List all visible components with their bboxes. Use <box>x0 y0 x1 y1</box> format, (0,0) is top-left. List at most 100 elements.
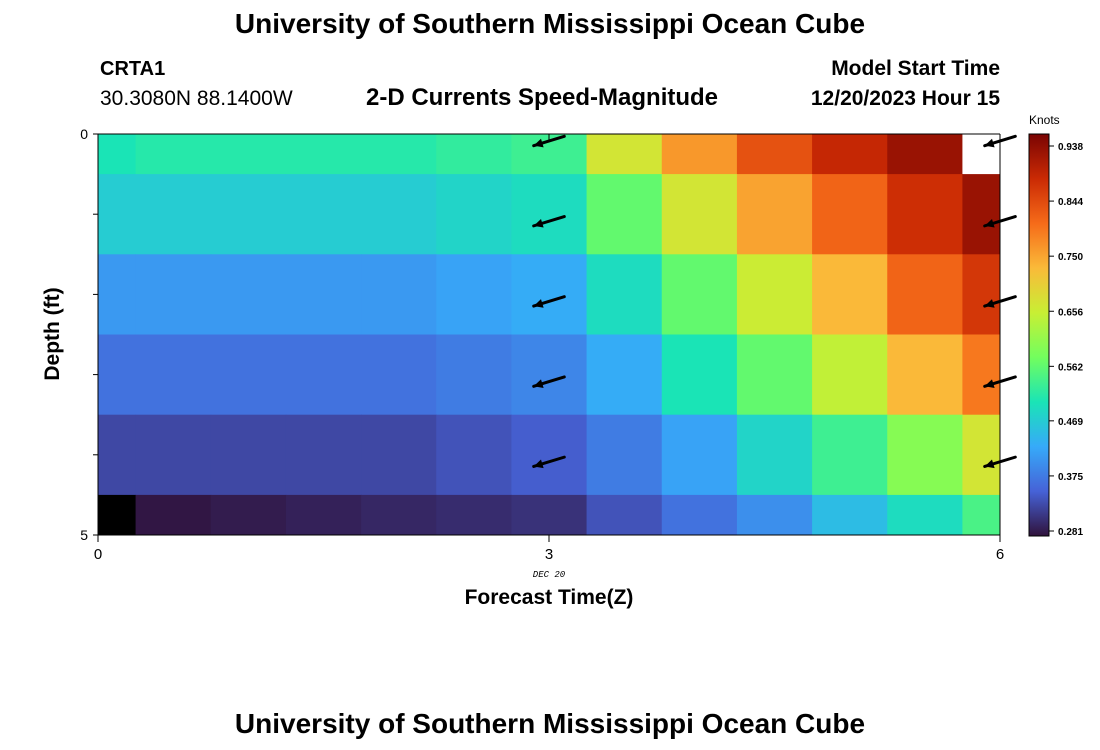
x-tick-label: 3 <box>545 546 553 563</box>
heatmap-cell <box>661 494 738 536</box>
heatmap-cell <box>436 254 512 335</box>
model-start-label: Model Start Time <box>831 57 1000 80</box>
heatmap-cell <box>736 254 813 335</box>
current-vector-arrow <box>532 295 566 308</box>
y-tick-label: 5 <box>80 527 88 543</box>
heatmap-cell <box>285 414 362 496</box>
heatmap-cell <box>511 414 588 496</box>
colorbar-tick-label: 0.469 <box>1058 417 1083 428</box>
heatmap-cell <box>210 134 287 175</box>
heatmap-cell <box>812 134 888 175</box>
current-vector-arrow <box>532 375 566 388</box>
heatmap-cell <box>361 174 437 255</box>
heatmap-cell <box>511 494 588 536</box>
heatmap-cell <box>736 174 813 255</box>
heatmap-cell <box>586 254 663 335</box>
heatmap-cell <box>361 254 437 335</box>
current-vector-arrow <box>532 215 566 228</box>
heatmap-cell <box>98 174 137 255</box>
heatmap-cell <box>887 494 963 536</box>
station-id: CRTA1 <box>100 58 166 80</box>
current-vector-arrow <box>532 134 566 148</box>
colorbar-title: Knots <box>1029 113 1060 127</box>
heatmap-cell <box>736 494 813 536</box>
heatmap-cell <box>135 494 212 536</box>
current-vector-arrow <box>532 455 566 469</box>
model-start-value: 12/20/2023 Hour 15 <box>810 87 1000 110</box>
heatmap-cell <box>135 174 212 255</box>
heatmap-cell <box>887 134 963 175</box>
heatmap-cell <box>661 174 738 255</box>
heatmap-cell <box>135 414 212 496</box>
heatmap-cell <box>361 334 437 416</box>
heatmap-cell <box>586 334 663 416</box>
x-tick-label: 6 <box>996 546 1004 563</box>
heatmap-cell <box>586 134 663 175</box>
colorbar-ramp <box>1028 133 1050 537</box>
heatmap-cell <box>887 334 963 416</box>
heatmap-cell <box>887 254 963 335</box>
heatmap-cell <box>210 414 287 496</box>
heatmap-cell <box>962 494 1001 536</box>
heatmap-cell <box>98 334 137 416</box>
station-coordinates: 30.3080N 88.1400W <box>100 87 293 110</box>
heatmap-cell <box>586 414 663 496</box>
heatmap-cell <box>285 254 362 335</box>
heatmap-cell <box>210 254 287 335</box>
heatmap-cell <box>361 494 437 536</box>
colorbar-tick-label: 0.938 <box>1058 142 1083 153</box>
x-date-label: DEC 20 <box>533 570 566 580</box>
heatmap-cell <box>962 254 1001 335</box>
heatmap-cell <box>962 134 1001 175</box>
heatmap-cell <box>511 174 588 255</box>
heatmap-cells <box>98 134 1001 536</box>
heatmap-cell <box>661 134 738 175</box>
heatmap-cell <box>210 494 287 536</box>
x-tick-label: 0 <box>94 546 102 563</box>
x-axis-label: Forecast Time(Z) <box>465 586 634 609</box>
colorbar-tick-label: 0.656 <box>1058 307 1083 318</box>
page-title: University of Southern Mississippi Ocean… <box>234 8 866 39</box>
heatmap-cell <box>812 334 888 416</box>
heatmap-cell <box>285 334 362 416</box>
heatmap-cell <box>98 414 137 496</box>
heatmap-cell <box>361 414 437 496</box>
heatmap-cell <box>887 174 963 255</box>
colorbar-tick-label: 0.844 <box>1058 197 1083 208</box>
heatmap-cell <box>210 334 287 416</box>
heatmap-cell <box>962 174 1001 255</box>
heatmap-cell <box>285 174 362 255</box>
product-title: 2-D Currents Speed-Magnitude <box>366 84 719 111</box>
heatmap-cell <box>210 174 287 255</box>
heatmap-cell <box>135 334 212 416</box>
heatmap-cell <box>361 134 437 175</box>
colorbar-tick-label: 0.562 <box>1058 362 1083 373</box>
heatmap-cell <box>135 134 212 175</box>
heatmap-cell <box>436 414 512 496</box>
heatmap-cell <box>736 334 813 416</box>
heatmap-cell <box>887 414 963 496</box>
heatmap-cell <box>98 254 137 335</box>
x-axis-ticks: 0 3 6 <box>94 134 1004 563</box>
heatmap-cell <box>98 134 137 175</box>
y-axis-label: Depth (ft) <box>41 287 64 380</box>
heatmap-cell <box>661 254 738 335</box>
heatmap-cell <box>812 494 888 536</box>
heatmap-cell <box>436 494 512 536</box>
heatmap-cell <box>586 494 663 536</box>
heatmap-cell <box>586 174 663 255</box>
heatmap-cell <box>511 334 588 416</box>
heatmap-cell <box>736 414 813 496</box>
heatmap-cell <box>962 414 1001 496</box>
y-axis-ticks: 05 <box>80 126 98 543</box>
colorbar: Knots 0.281 0.375 0.469 0.562 0.656 0.750 0.84… <box>1028 113 1083 538</box>
heatmap-cell <box>661 334 738 416</box>
heatmap-cell <box>812 174 888 255</box>
heatmap-cell <box>285 494 362 536</box>
heatmap-cell <box>812 414 888 496</box>
heatmap-cell <box>812 254 888 335</box>
heatmap-cell <box>962 334 1001 416</box>
y-tick-label: 0 <box>80 126 88 142</box>
footer-title: University of Southern Mississippi Ocean… <box>234 708 866 739</box>
